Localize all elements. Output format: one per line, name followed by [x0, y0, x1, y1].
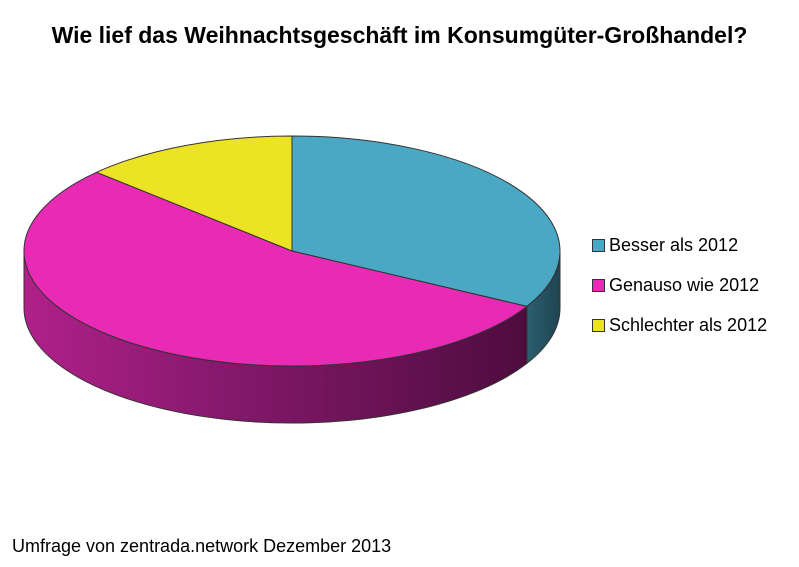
legend-item-genauso-wie-2012: Genauso wie 2012	[592, 272, 767, 298]
legend-label: Besser als 2012	[609, 234, 739, 255]
pie-slices-group	[23, 135, 561, 424]
legend-swatch	[592, 278, 605, 292]
legend-label: Schlechter als 2012	[609, 314, 768, 335]
pie-slice-besser-als-2012	[291, 135, 561, 307]
source-footnote: Umfrage von zentrada.network Dezember 20…	[12, 536, 392, 556]
legend-item-schlechter-als-2012: Schlechter als 2012	[592, 312, 767, 338]
legend-label: Genauso wie 2012	[609, 274, 760, 295]
pie-slice-genauso-wie-2012	[23, 171, 528, 367]
legend-swatch	[592, 318, 605, 332]
legend-item-besser-als-2012: Besser als 2012	[592, 232, 767, 258]
legend-swatch	[592, 238, 605, 252]
chart-legend: Besser als 2012 Genauso wie 2012 Schlechte…	[592, 232, 767, 352]
pie-slice-schlechter-als-2012	[95, 135, 293, 252]
chart-title: Wie lief das Weihnachtsgeschäft im Konsu…	[51, 22, 748, 48]
